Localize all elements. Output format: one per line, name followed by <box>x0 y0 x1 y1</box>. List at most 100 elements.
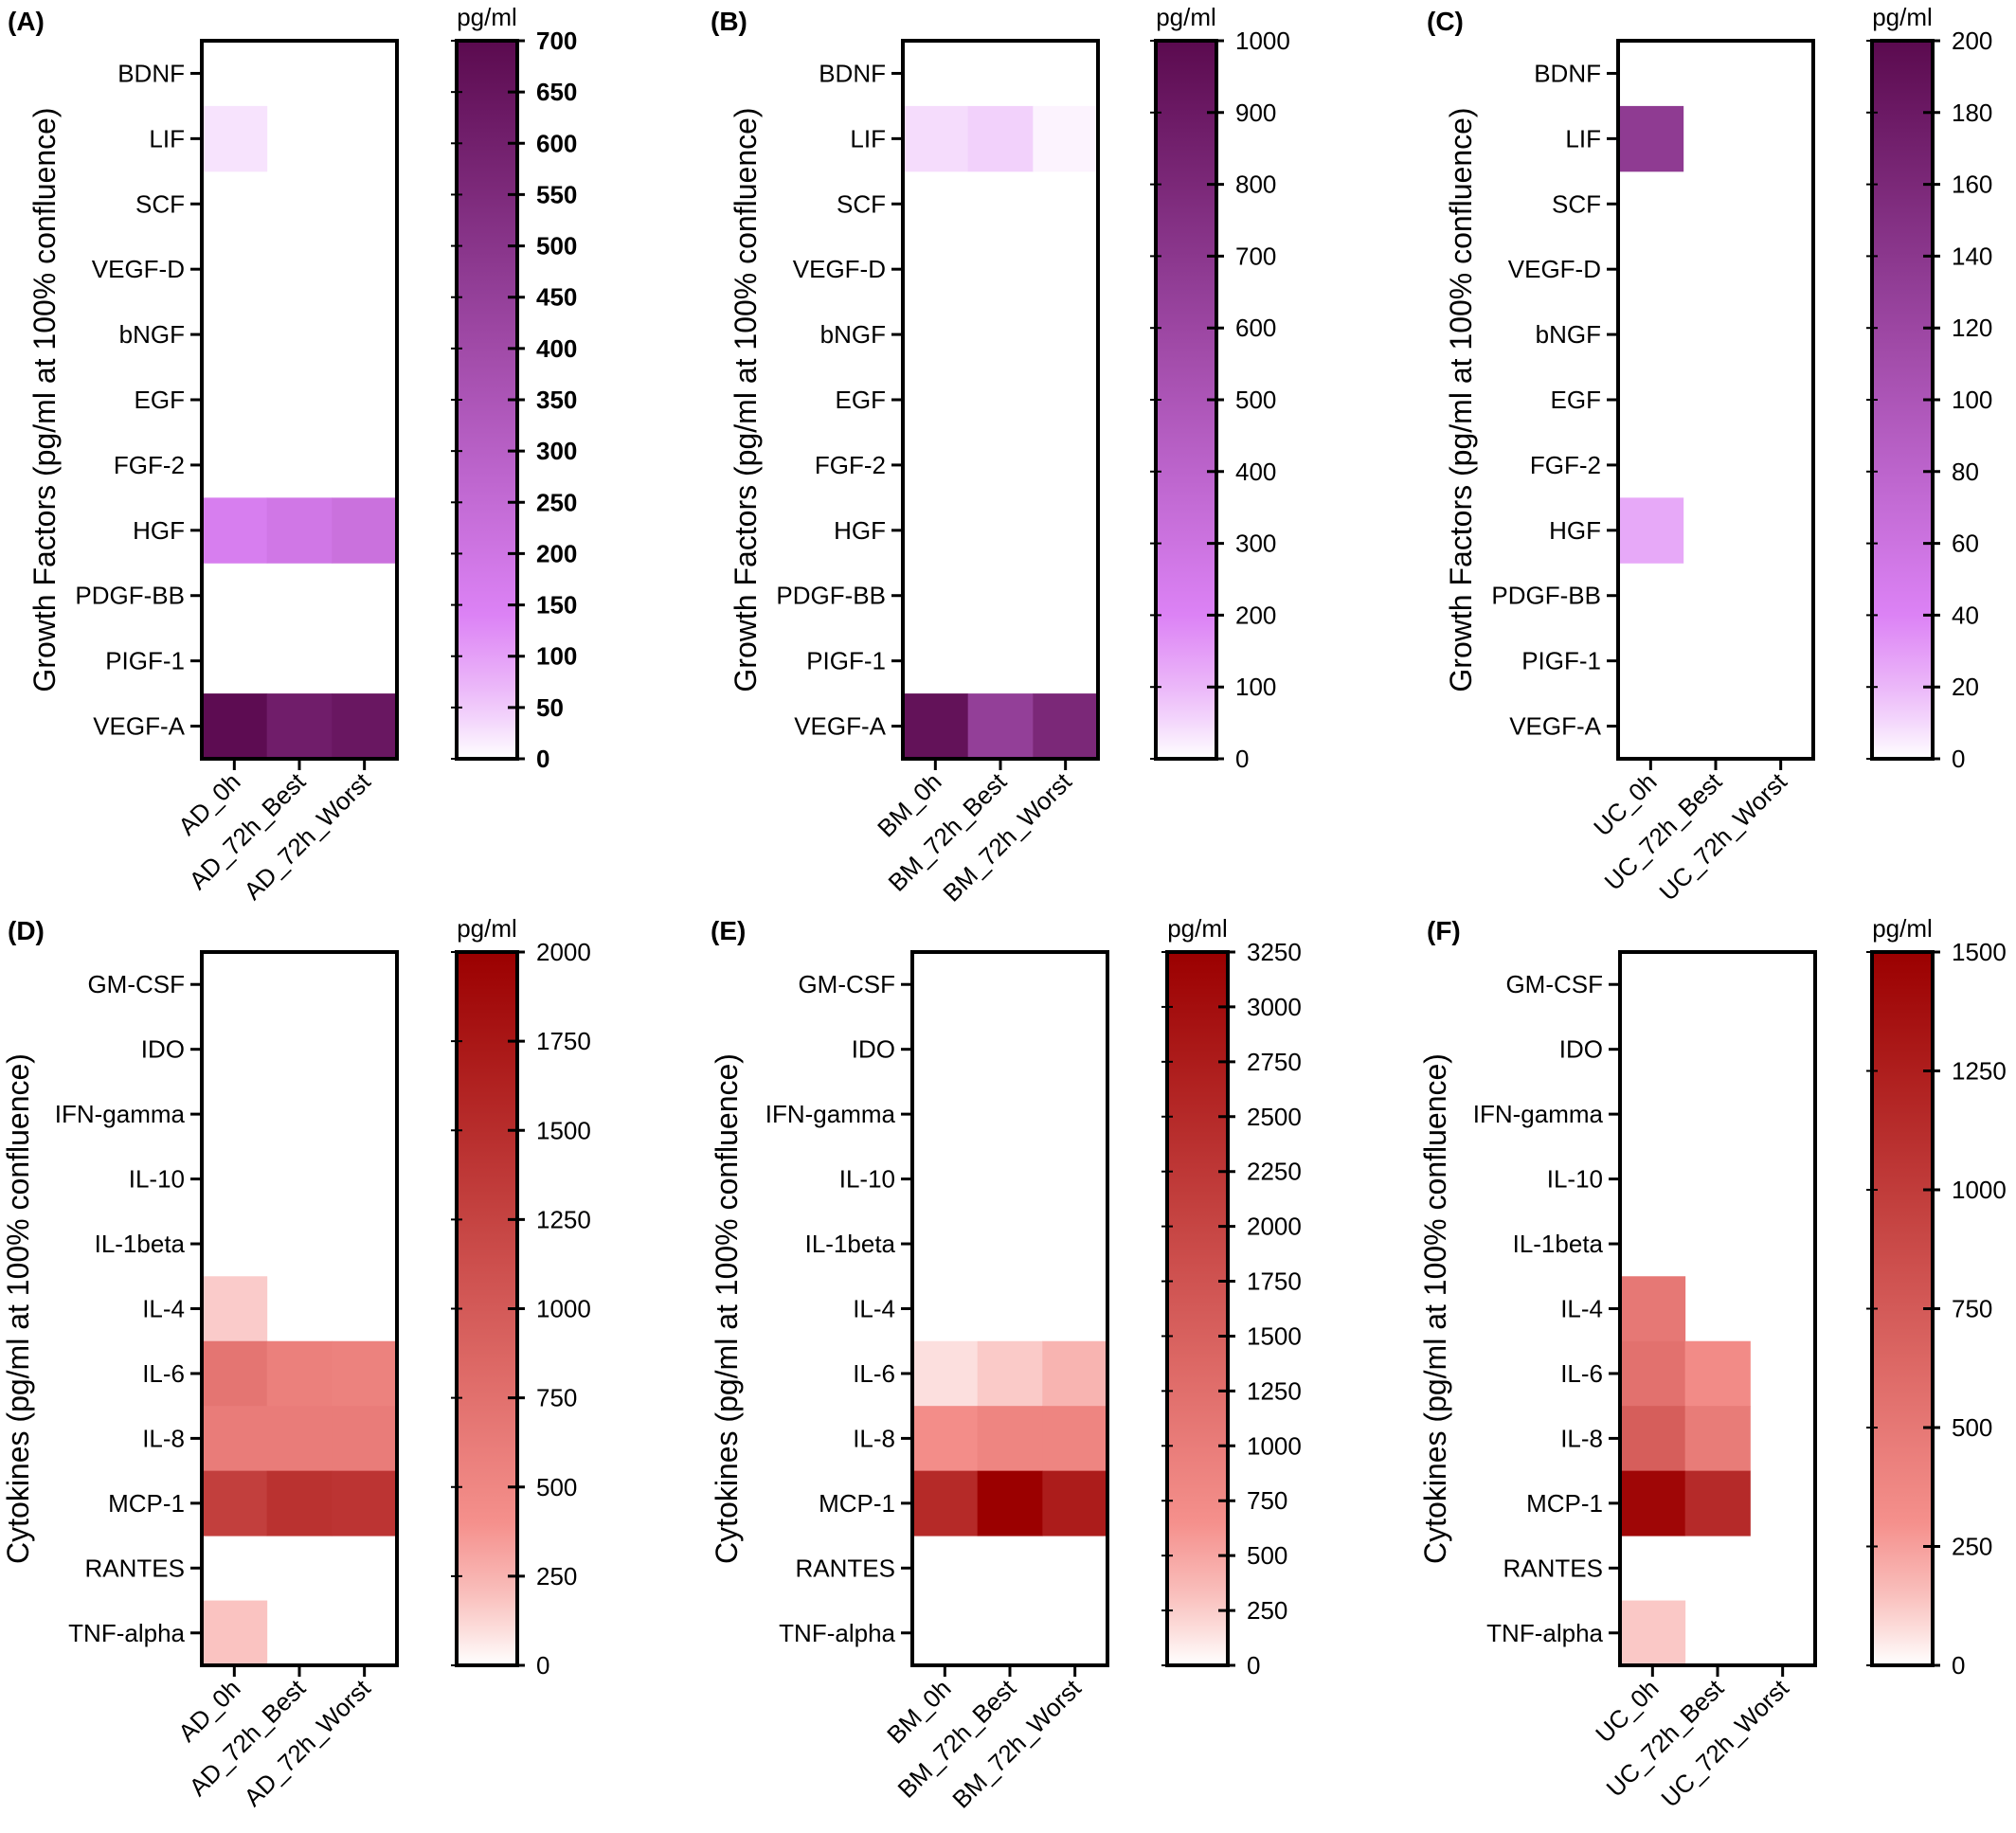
row-label: RANTES <box>796 1554 895 1582</box>
colorbar-tick-label: 750 <box>1952 1295 1992 1323</box>
colorbar-tick-label: 250 <box>1247 1596 1287 1625</box>
row-label: IFN-gamma <box>1473 1100 1604 1128</box>
row-label: MCP-1 <box>1526 1489 1603 1518</box>
colorbar <box>1870 950 1935 1667</box>
colorbar-tick-label: 40 <box>1952 601 1979 629</box>
row-label: FGF-2 <box>1530 451 1601 479</box>
heatmap-cell <box>1618 497 1684 564</box>
heatmap-cell <box>1684 1340 1751 1407</box>
y-axis-title: Growth Factors (pg/ml at 100% confluence… <box>1444 107 1478 692</box>
colorbar-tick-label: 1250 <box>1247 1376 1302 1405</box>
colorbar-tick-label: 2000 <box>1247 1213 1302 1241</box>
colorbar-tick-label: 750 <box>536 1384 577 1412</box>
row-label: IFN-gamma <box>765 1100 896 1128</box>
row-label: MCP-1 <box>108 1489 185 1518</box>
row-label: IFN-gamma <box>55 1100 186 1128</box>
row-label: IL-4 <box>853 1295 895 1323</box>
heatmap-cell <box>266 1340 333 1407</box>
row-label: SCF <box>135 189 185 218</box>
colorbar-tick-label: 1000 <box>536 1295 591 1323</box>
colorbar-tick-label: 700 <box>1235 242 1276 270</box>
heatmap-cell <box>332 1470 398 1536</box>
row-label: RANTES <box>85 1554 185 1582</box>
row-label: IDO <box>1559 1035 1603 1064</box>
row-label: SCF <box>837 189 886 218</box>
colorbar-tick-label: 400 <box>536 334 577 363</box>
row-label: IL-10 <box>129 1165 185 1194</box>
panel-letter: (E) <box>711 916 746 945</box>
row-label: LIF <box>1565 124 1601 153</box>
heatmap-cell <box>1042 1340 1108 1407</box>
colorbar-tick-label: 1000 <box>1247 1431 1302 1460</box>
row-label: VEGF-A <box>93 712 185 741</box>
heatmap-cell <box>903 105 969 172</box>
colorbar-tick-label: 0 <box>536 745 549 773</box>
row-label: GM-CSF <box>1505 970 1603 998</box>
colorbar-tick-label: 1500 <box>1247 1321 1302 1350</box>
heatmap-panel: (E) GM-CSF IDO IFN-gamma IL-10 IL-1beta IL-4 IL… <box>710 914 1302 1814</box>
panel-letter: (D) <box>8 916 45 945</box>
row-label: IL-4 <box>142 1295 185 1323</box>
heatmap-panel: (B) BDNF LIF SCF VEGF-D bNGF EGF FGF-2 HGF PDGF-B… <box>711 3 1290 908</box>
heatmap-cell <box>1033 105 1099 172</box>
row-label: EGF <box>135 386 185 414</box>
y-axis-title: Cytokines (pg/ml at 100% confluence) <box>1418 1053 1452 1564</box>
colorbar-tick-label: 500 <box>536 232 577 261</box>
colorbar-tick-label: 250 <box>1952 1533 1992 1561</box>
row-label: BDNF <box>117 59 185 87</box>
row-label: PDGF-BB <box>75 582 185 610</box>
row-label: FGF-2 <box>815 451 886 479</box>
row-label: PIGF-1 <box>105 647 185 675</box>
colorbar-tick-label: 1250 <box>536 1205 591 1233</box>
heatmap-cell <box>202 1406 268 1472</box>
colorbar-tick-label: 450 <box>536 283 577 312</box>
heatmap-cell <box>977 1406 1043 1472</box>
colorbar-tick-label: 1500 <box>1952 938 2007 966</box>
row-label: HGF <box>1549 516 1601 545</box>
heatmap-cell <box>332 693 398 760</box>
colorbar-tick-label: 550 <box>536 180 577 208</box>
row-label: TNF-alpha <box>68 1619 185 1647</box>
colorbar-tick-label: 80 <box>1952 458 1979 486</box>
row-label: IDO <box>141 1035 185 1064</box>
heatmap-panel: (D) GM-CSF IDO IFN-gamma IL-10 IL-1beta IL-4 IL… <box>1 914 591 1812</box>
colorbar-tick-label: 3000 <box>1247 993 1302 1021</box>
heatmap-panel: (A) BDNF LIF SCF VEGF-D bNGF EGF FGF-2 HGF PDGF-B… <box>8 3 577 906</box>
row-label: HGF <box>133 516 185 545</box>
row-label: EGF <box>1551 386 1601 414</box>
colorbar-tick-label: 1750 <box>536 1027 591 1055</box>
row-label: SCF <box>1552 189 1601 218</box>
row-label: FGF-2 <box>114 451 185 479</box>
colorbar-tick-label: 650 <box>536 78 577 106</box>
heatmap-cell <box>1042 1470 1108 1536</box>
heatmap-cell <box>1618 105 1684 172</box>
panel-letter: (C) <box>1427 7 1464 36</box>
colorbar-tick-label: 1750 <box>1247 1267 1302 1296</box>
row-label: IL-8 <box>142 1424 185 1452</box>
heatmap-cell <box>1684 1406 1751 1472</box>
colorbar-tick-label: 200 <box>1235 601 1276 629</box>
colorbar-tick-label: 150 <box>536 591 577 620</box>
row-label: IL-6 <box>142 1359 185 1388</box>
row-label: GM-CSF <box>87 970 185 998</box>
heatmap-cell <box>202 1470 268 1536</box>
colorbar-tick-label: 100 <box>536 642 577 671</box>
heatmap-cell <box>912 1406 979 1472</box>
colorbar-unit-label: pg/ml <box>457 914 517 943</box>
colorbar-tick-label: 300 <box>536 437 577 465</box>
panel-letter: (A) <box>8 7 45 36</box>
colorbar-unit-label: pg/ml <box>1167 914 1228 943</box>
colorbar-tick-label: 2750 <box>1247 1048 1302 1076</box>
heatmap-cell <box>202 1276 268 1342</box>
colorbar-tick-label: 0 <box>1952 745 1965 773</box>
colorbar-tick-label: 3250 <box>1247 938 1302 966</box>
heatmap-cell <box>1620 1600 1686 1666</box>
heatmap-frame <box>910 950 1109 1667</box>
y-axis-title: Growth Factors (pg/ml at 100% confluence… <box>27 107 62 692</box>
colorbar-tick-label: 750 <box>1247 1486 1287 1515</box>
colorbar-tick-label: 900 <box>1235 99 1276 127</box>
colorbar-tick-label: 140 <box>1952 242 1992 270</box>
row-label: PDGF-BB <box>776 582 886 610</box>
row-label: bNGF <box>820 320 886 349</box>
